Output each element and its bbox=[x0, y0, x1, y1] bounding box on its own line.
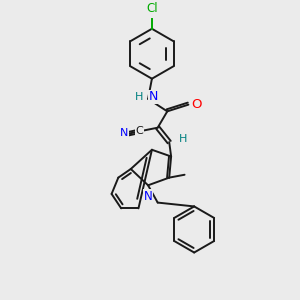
Text: H: H bbox=[179, 134, 187, 144]
Text: H: H bbox=[135, 92, 143, 102]
Text: N: N bbox=[144, 190, 152, 203]
Text: Cl: Cl bbox=[146, 2, 158, 15]
Text: C: C bbox=[136, 126, 143, 136]
Text: N: N bbox=[149, 91, 158, 103]
Text: O: O bbox=[191, 98, 202, 111]
Text: N: N bbox=[120, 128, 128, 138]
